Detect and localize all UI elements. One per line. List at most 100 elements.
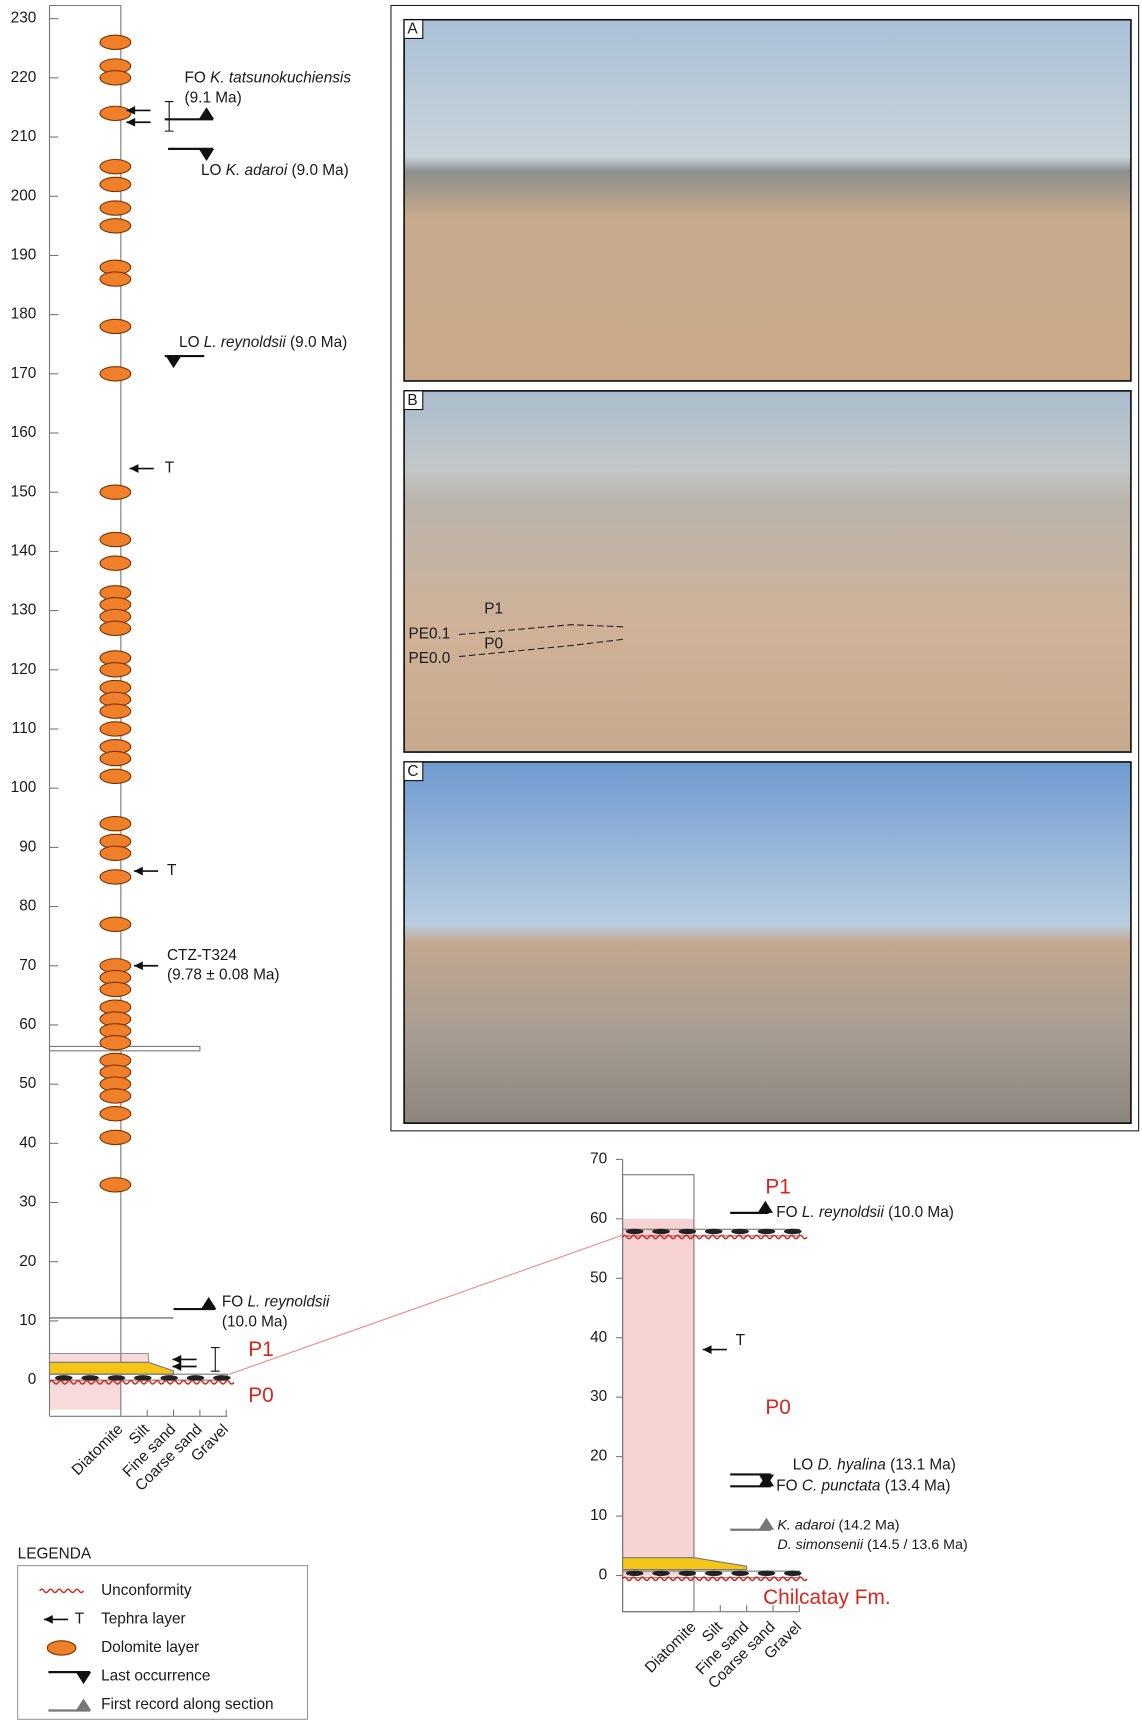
event-label: D. simonsenii (14.5 / 13.6 Ma) [777,1537,967,1553]
photo [404,762,1131,1123]
event-label: FO L. reynoldsii [222,1294,330,1311]
figure: ABP1PE0.1P0PE0.0C 0102030405060708090100… [0,0,1142,1727]
y-tick-label: 140 [11,542,37,559]
legend-label: Last occurrence [101,1668,210,1685]
event-marker [199,107,214,119]
event-label: (9.1 Ma) [185,89,242,106]
y-tick-label: 80 [19,898,36,915]
event-marker [201,1297,216,1309]
dolomite-layer [100,201,131,215]
legend-label: Dolomite layer [101,1639,199,1656]
event-label: LO L. reynoldsii (9.0 Ma) [179,334,347,351]
text-span: (9.0 Ma) [287,162,348,179]
chert-lens [626,1229,644,1234]
y-tick-label: 170 [11,365,37,382]
text-span: K. adaroi [777,1517,835,1533]
y-tick-label: 40 [19,1134,36,1151]
dolomite-layer [100,1178,131,1192]
text-span: (13.4 Ma) [880,1477,950,1494]
chert-lens [758,1571,776,1576]
unit-label: P1 [765,1175,791,1198]
tephra-arrow [172,1355,181,1364]
photo-annotation: PE0.1 [409,626,451,643]
dolomite-layer [100,621,131,635]
lithology-label: Diatomite [642,1619,700,1677]
tephra-label: T [165,460,175,477]
text-span: (9.1 Ma) [185,89,242,106]
event-label: FO L. reynoldsii (10.0 Ma) [776,1204,954,1221]
event-marker [166,356,181,368]
event-label: FO K. tatsunokuchiensis [185,70,352,87]
y-tick-label: 10 [19,1312,36,1329]
pink-zone [623,1219,694,1576]
text-span: LO [201,162,226,179]
y-tick-label: 20 [19,1253,36,1270]
event-label: FO C. punctata (13.4 Ma) [776,1477,950,1494]
y-tick-label: 30 [590,1388,607,1405]
y-tick-label: 10 [590,1507,607,1524]
sand-layer [623,1558,747,1570]
text-span: CTZ-T324 [167,947,237,964]
right-section: 0 10 20 30 40 50 60 70 FO L. reynoldsii (10.0 Ma… [590,1150,968,1692]
text-span: T [736,1332,746,1349]
chert-lens [731,1571,749,1576]
y-tick-label: 50 [590,1269,607,1286]
event-label: LO K. adaroi (9.0 Ma) [201,162,349,179]
text-span: L. reynoldsii [802,1204,885,1221]
left-section: 0102030405060708090100110120130140150160… [11,5,352,1494]
y-tick-label: 70 [590,1150,607,1167]
chert-lens [213,1375,231,1380]
dolomite-layer [100,846,131,860]
text-span: FO [185,70,211,87]
y-tick-label: 90 [19,838,36,855]
chert-lens [705,1571,723,1576]
y-tick-label: 40 [590,1329,607,1346]
event-label: (10.0 Ma) [222,1313,288,1330]
y-tick-label: 70 [19,957,36,974]
y-tick-label: 130 [11,602,37,619]
text-span: FO [776,1477,802,1494]
text-span: FO [776,1204,802,1221]
panel-label: A [407,21,418,38]
dolomite-layer [100,71,131,85]
pink-zone [49,1353,148,1362]
text-span: K. adaroi [226,162,288,179]
text-span: (14.2 Ma) [835,1517,900,1533]
photo-annotation: P0 [484,636,503,653]
photo-panels: ABP1PE0.1P0PE0.0C [404,20,1131,1123]
legend-label: Tephra layer [101,1610,186,1627]
y-tick-label: 60 [590,1210,607,1227]
y-tick-label: 30 [19,1194,36,1211]
chert-lens [626,1571,644,1576]
text-span: (9.0 Ma) [286,334,347,351]
photo [404,391,1131,752]
dolomite-layer [100,319,131,333]
unit-label: P0 [248,1384,274,1407]
text-span: T [165,460,175,477]
dolomite-layer [100,160,131,174]
text-span: FO [222,1294,248,1311]
tephra-arrow [130,464,139,473]
chert-lens [758,1229,776,1234]
y-tick-label: 20 [590,1448,607,1465]
dolomite-layer [100,556,131,570]
chert-lens [652,1571,670,1576]
chert-lens [160,1375,178,1380]
legend-title: LEGENDA [18,1546,92,1563]
dolomite-layer [100,917,131,931]
y-tick-label: 110 [12,720,37,737]
text-span: (10.0 Ma) [222,1313,288,1330]
dolomite-layer [100,722,131,736]
tephra-label: CTZ-T324 [167,947,237,964]
event-label: LO D. hyalina (13.1 Ma) [793,1457,956,1474]
text-span: T [167,862,177,879]
y-tick-label: 180 [11,306,37,323]
chert-lens [784,1571,802,1576]
y-tick-label: 120 [11,661,37,678]
text-span: LO [179,334,204,351]
dolomite-layer [100,870,131,884]
y-tick-label: 0 [599,1567,608,1584]
tephra-label: (9.78 ± 0.08 Ma) [167,967,280,984]
panel-label: B [407,392,417,409]
legend-label: Unconformity [101,1582,192,1599]
